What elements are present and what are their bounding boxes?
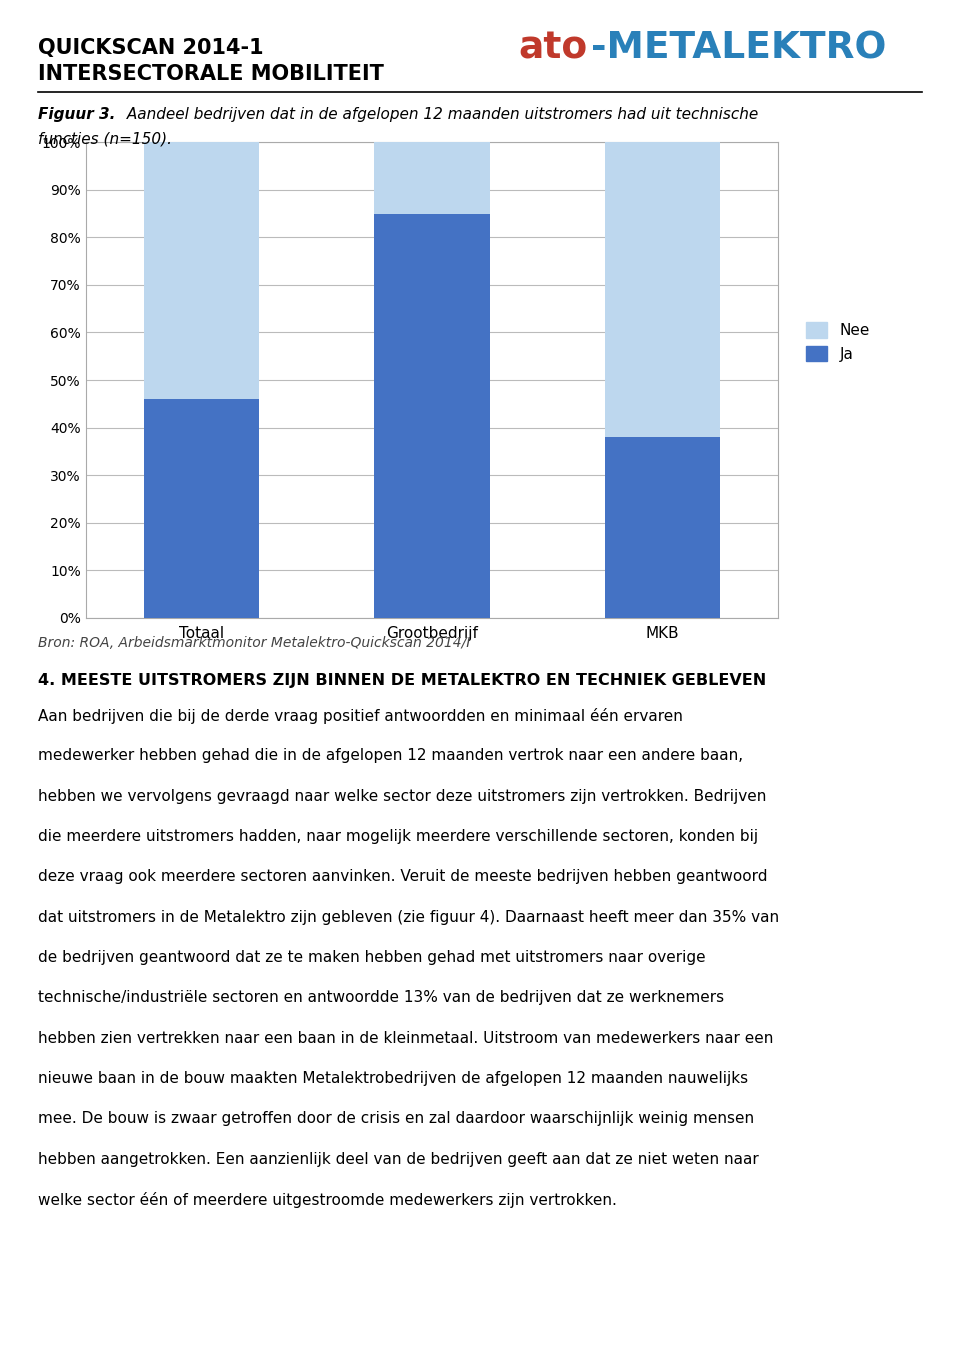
Bar <box>605 437 720 618</box>
Bar <box>144 399 259 618</box>
Text: de bedrijven geantwoord dat ze te maken hebben gehad met uitstromers naar overig: de bedrijven geantwoord dat ze te maken … <box>38 950 706 965</box>
Text: hebben zien vertrekken naar een baan in de kleinmetaal. Uitstroom van medewerker: hebben zien vertrekken naar een baan in … <box>38 1031 774 1046</box>
Bar <box>605 142 720 437</box>
Bar <box>144 142 259 399</box>
Legend: Nee, Ja: Nee, Ja <box>806 323 870 362</box>
Text: mee. De bouw is zwaar getroffen door de crisis en zal daardoor waarschijnlijk we: mee. De bouw is zwaar getroffen door de … <box>38 1111 755 1126</box>
Text: Aandeel bedrijven dat in de afgelopen 12 maanden uitstromers had uit technische: Aandeel bedrijven dat in de afgelopen 12… <box>122 107 758 122</box>
Text: nieuwe baan in de bouw maakten Metalektrobedrijven de afgelopen 12 maanden nauwe: nieuwe baan in de bouw maakten Metalektr… <box>38 1072 749 1085</box>
Text: Aan bedrijven die bij de derde vraag positief antwoordden en minimaal één ervare: Aan bedrijven die bij de derde vraag pos… <box>38 708 684 725</box>
Text: -METALEKTRO: -METALEKTRO <box>591 30 887 66</box>
Text: 4. MEESTE UITSTROMERS ZIJN BINNEN DE METALEKTRO EN TECHNIEK GEBLEVEN: 4. MEESTE UITSTROMERS ZIJN BINNEN DE MET… <box>38 673 767 688</box>
Bar <box>374 142 490 213</box>
Text: dat uitstromers in de Metalektro zijn gebleven (zie figuur 4). Daarnaast heeft m: dat uitstromers in de Metalektro zijn ge… <box>38 910 780 924</box>
Text: QUICKSCAN 2014-1: QUICKSCAN 2014-1 <box>38 38 264 59</box>
Text: hebben aangetrokken. Een aanzienlijk deel van de bedrijven geeft aan dat ze niet: hebben aangetrokken. Een aanzienlijk dee… <box>38 1151 759 1166</box>
Text: functies (n=150).: functies (n=150). <box>38 131 173 146</box>
Text: welke sector één of meerdere uitgestroomde medewerkers zijn vertrokken.: welke sector één of meerdere uitgestroom… <box>38 1192 617 1208</box>
Text: ato: ato <box>518 30 588 66</box>
Text: technische/industriële sectoren en antwoordde 13% van de bedrijven dat ze werkne: technische/industriële sectoren en antwo… <box>38 990 725 1005</box>
Text: Figuur 3.: Figuur 3. <box>38 107 116 122</box>
Text: deze vraag ook meerdere sectoren aanvinken. Veruit de meeste bedrijven hebben ge: deze vraag ook meerdere sectoren aanvink… <box>38 869 768 884</box>
Text: INTERSECTORALE MOBILITEIT: INTERSECTORALE MOBILITEIT <box>38 64 384 85</box>
Bar <box>374 213 490 618</box>
Text: Bron: ROA, Arbeidsmarktmonitor Metalektro-Quickscan 2014/I: Bron: ROA, Arbeidsmarktmonitor Metalektr… <box>38 636 470 649</box>
Text: die meerdere uitstromers hadden, naar mogelijk meerdere verschillende sectoren, : die meerdere uitstromers hadden, naar mo… <box>38 828 758 843</box>
Text: hebben we vervolgens gevraagd naar welke sector deze uitstromers zijn vertrokken: hebben we vervolgens gevraagd naar welke… <box>38 789 767 804</box>
Text: medewerker hebben gehad die in de afgelopen 12 maanden vertrok naar een andere b: medewerker hebben gehad die in de afgelo… <box>38 749 744 763</box>
